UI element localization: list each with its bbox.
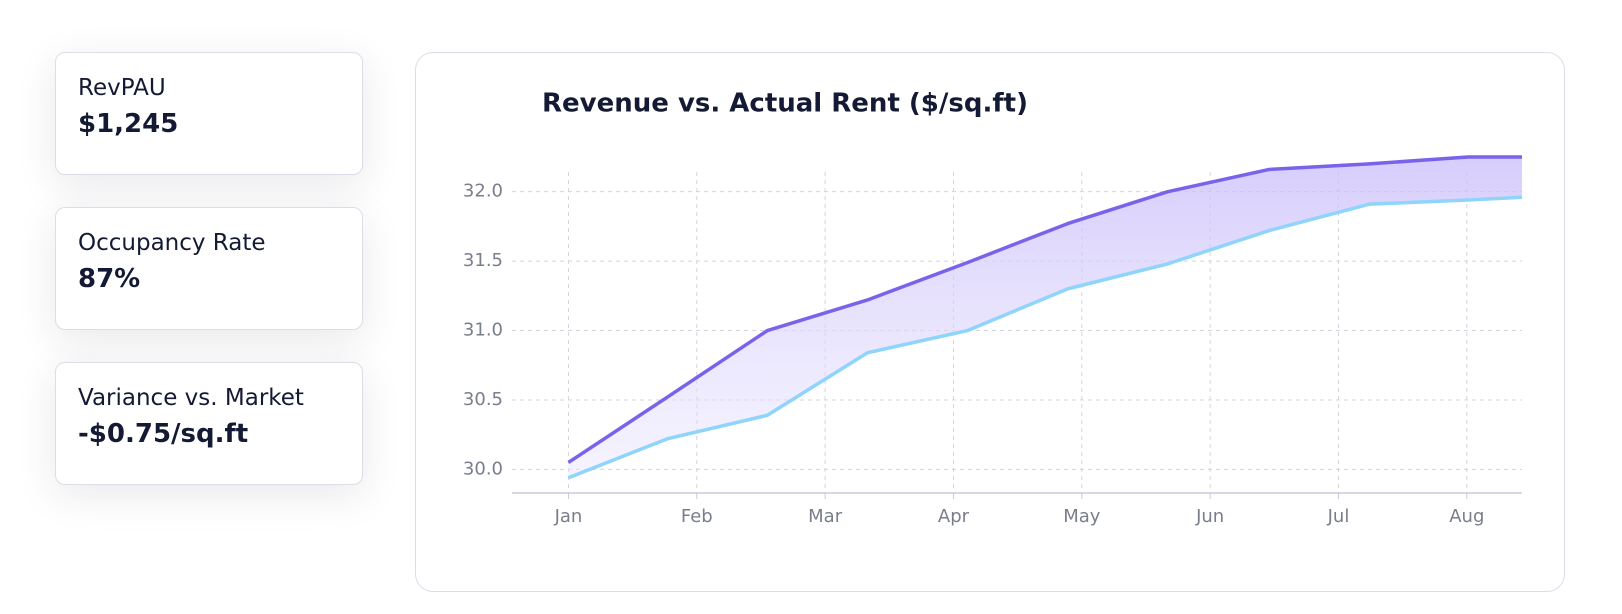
kpi-card: RevPAU $1,245 (55, 52, 363, 175)
y-tick-label: 32.0 (463, 181, 503, 202)
band-fill (568, 156, 1522, 478)
x-tick-label: Jan (554, 506, 583, 527)
y-tick-label: 31.5 (463, 250, 503, 271)
series-line (567, 155, 1522, 464)
x-tick-label: Mar (808, 506, 843, 527)
x-tick-label: Aug (1449, 506, 1484, 527)
x-tick-label: Apr (938, 506, 970, 527)
x-tick-label: Jul (1327, 506, 1350, 527)
kpi-card: Variance vs. Market -$0.75/sq.ft (55, 362, 363, 485)
x-tick-label: May (1063, 506, 1101, 527)
kpi-label: Variance vs. Market (78, 385, 304, 411)
chart-title: Revenue vs. Actual Rent ($/sq.ft) (542, 89, 1028, 119)
kpi-value: 87% (78, 264, 141, 294)
y-tick-label: 30.5 (463, 389, 503, 410)
x-tick-label: Feb (681, 506, 713, 527)
x-tick-label: Jun (1195, 506, 1224, 527)
kpi-label: Occupancy Rate (78, 230, 266, 256)
kpi-card: Occupancy Rate 87% (55, 207, 363, 330)
kpi-value: -$0.75/sq.ft (78, 419, 249, 449)
kpi-value: $1,245 (78, 109, 179, 139)
y-tick-label: 30.0 (463, 458, 503, 479)
series-line (567, 195, 1523, 480)
kpi-label: RevPAU (78, 75, 166, 101)
y-tick-label: 31.0 (463, 320, 503, 341)
